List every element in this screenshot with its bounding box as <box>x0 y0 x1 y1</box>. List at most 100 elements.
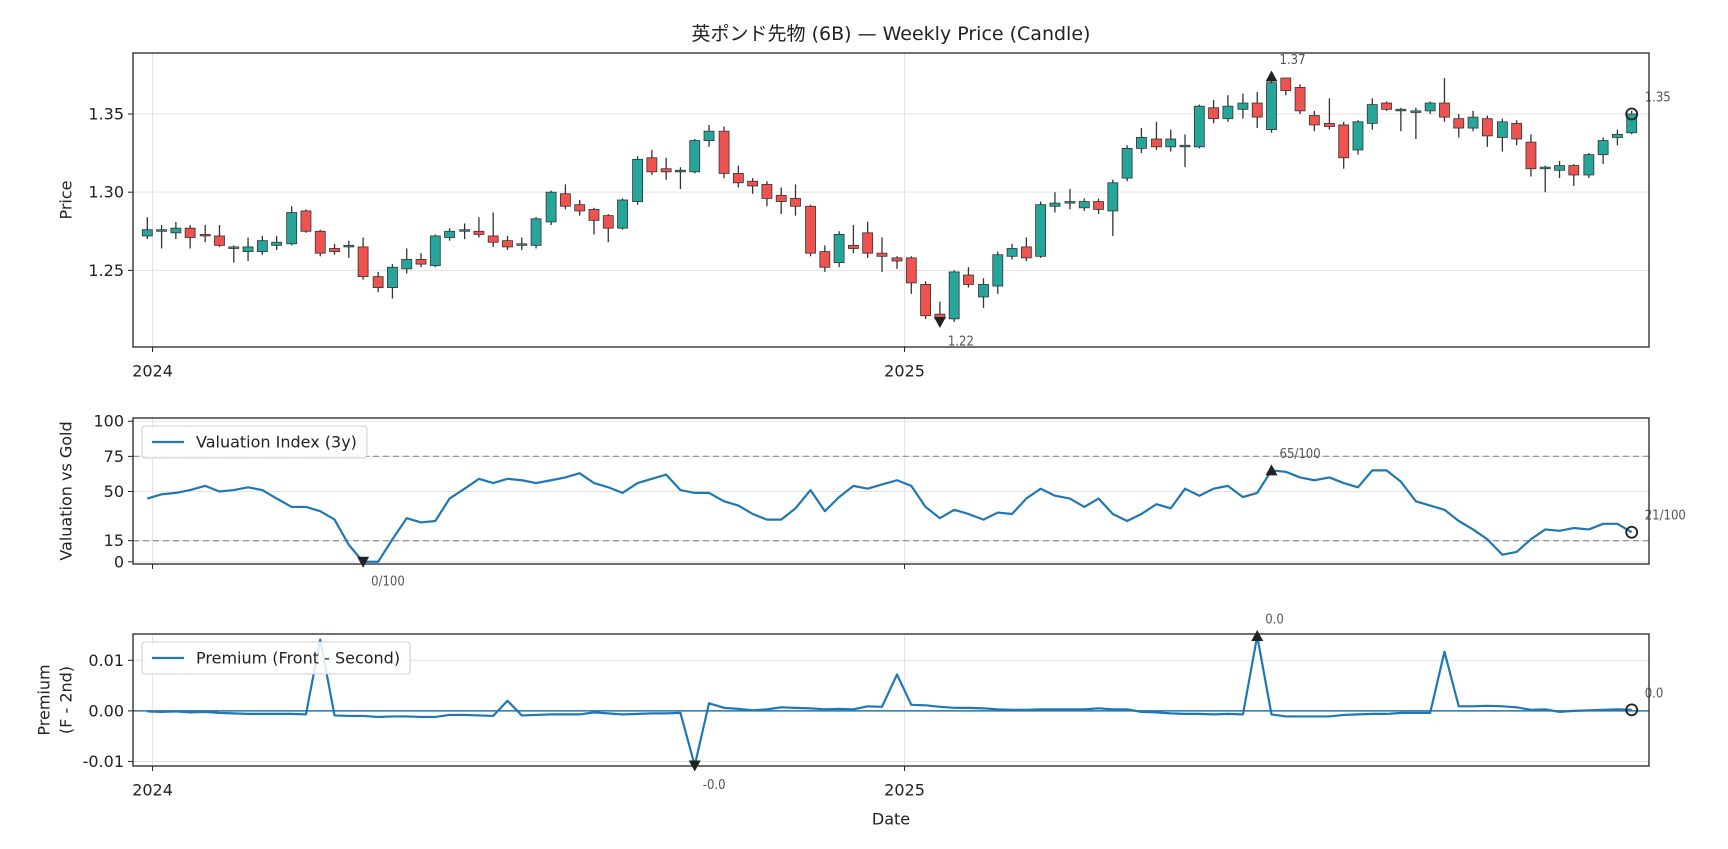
annotation-label: 1.22 <box>948 334 974 349</box>
candle-body <box>156 229 167 232</box>
candle-body <box>372 276 384 288</box>
candle-body <box>660 168 672 173</box>
chart-title: 英ポンド先物 (6B) — Weekly Price (Candle) <box>692 23 1091 45</box>
candle-body <box>170 227 182 234</box>
candle-body <box>329 248 340 253</box>
candle-body <box>1511 122 1523 140</box>
candle-body <box>214 235 225 246</box>
candle-body <box>545 191 557 223</box>
y-tick-label: 0 <box>114 552 124 571</box>
candle-body <box>588 208 600 221</box>
candle-body <box>1496 121 1508 138</box>
y-tick-label: 75 <box>104 447 124 466</box>
annotation-label: 65/100 <box>1280 447 1321 462</box>
candle-body <box>992 254 1004 287</box>
candle-body <box>1583 154 1595 176</box>
candle-body <box>1294 87 1306 112</box>
candle-body <box>300 210 312 232</box>
y-tick-label: 0.01 <box>88 651 124 670</box>
candle-body <box>761 183 773 199</box>
candle-body <box>905 257 917 284</box>
x-axis-label: Date <box>872 810 910 829</box>
candle-body <box>862 232 874 254</box>
candle-body <box>948 271 960 320</box>
candle-body <box>1136 137 1147 149</box>
axes-frame <box>132 52 1650 348</box>
candle-body <box>1107 182 1119 212</box>
candle-body <box>1481 118 1493 137</box>
candle-body <box>848 244 859 249</box>
candle-body <box>1338 124 1350 159</box>
candle-body <box>732 173 744 184</box>
candle-body <box>1539 166 1551 170</box>
candle-body <box>1179 144 1191 148</box>
candle-body <box>1035 204 1047 257</box>
line-series <box>147 634 1632 767</box>
candle-body <box>1324 122 1335 127</box>
candle-body <box>429 235 441 267</box>
candle-body <box>516 243 528 246</box>
candle-body <box>1237 102 1249 110</box>
annotation-label: 0.0 <box>1645 686 1664 701</box>
candle-body <box>1597 140 1609 156</box>
annotation-marker <box>1625 525 1639 539</box>
candle-body <box>387 266 398 288</box>
candle-body <box>1006 248 1018 257</box>
candle-body <box>401 259 413 270</box>
candle-body <box>1554 165 1565 171</box>
annotation-label: 1.35 <box>1645 90 1671 105</box>
legend-box <box>141 641 411 675</box>
candle-body <box>141 229 153 237</box>
candle-body <box>1439 102 1450 118</box>
candle-body <box>819 251 831 268</box>
candle-body <box>286 212 298 245</box>
candle-body <box>602 215 614 229</box>
candle-body <box>1525 141 1537 170</box>
candle-body <box>891 257 903 262</box>
legend: Premium (Front - Second) <box>141 641 411 675</box>
y-axis-label: Premium <box>35 664 54 735</box>
candle-body <box>256 240 268 253</box>
candle-body <box>675 169 686 173</box>
candle-body <box>689 140 701 173</box>
y-tick-label: 50 <box>104 482 124 501</box>
candle-body <box>1626 113 1638 134</box>
candle-body <box>1064 201 1076 204</box>
candle-body <box>1093 201 1104 210</box>
x-tick-label: 2025 <box>884 781 925 800</box>
candle-body <box>920 284 931 317</box>
x-tick-label: 2024 <box>132 781 173 800</box>
annotation-marker <box>1265 70 1278 82</box>
candle-body <box>559 193 571 207</box>
annotation-label: 1.37 <box>1280 53 1306 68</box>
candle-body <box>703 130 715 141</box>
candle-body <box>1568 165 1580 176</box>
candle-body <box>1208 107 1220 120</box>
x-tick-label: 2024 <box>132 362 173 381</box>
legend-label: Valuation Index (3y) <box>196 433 357 452</box>
y-axis-label: Valuation vs Gold <box>57 421 76 560</box>
candle-body <box>978 284 989 298</box>
annotation-label: 21/100 <box>1645 509 1686 524</box>
y-tick-label: 100 <box>93 412 124 431</box>
annotation-marker <box>1625 107 1639 121</box>
x-tick-label: 2025 <box>884 362 925 381</box>
legend: Valuation Index (3y) <box>141 425 368 459</box>
candle-body <box>1151 138 1162 148</box>
annotation-marker <box>357 556 370 568</box>
candle-body <box>415 259 427 265</box>
candle-body <box>1453 118 1465 129</box>
y-tick-label: 1.30 <box>88 183 124 202</box>
candle-body <box>632 158 643 202</box>
candle-body <box>1467 116 1479 129</box>
candle-body <box>747 180 759 187</box>
candle-body <box>1266 82 1277 131</box>
candle-body <box>1366 104 1378 124</box>
candle-body <box>805 205 816 254</box>
candle-body <box>1193 105 1205 148</box>
line-series <box>146 469 1633 563</box>
axes-frame <box>132 633 1650 767</box>
y-tick-label: -0.01 <box>83 752 124 771</box>
candle-body <box>1280 77 1292 91</box>
y-tick-label: 1.35 <box>88 104 124 123</box>
